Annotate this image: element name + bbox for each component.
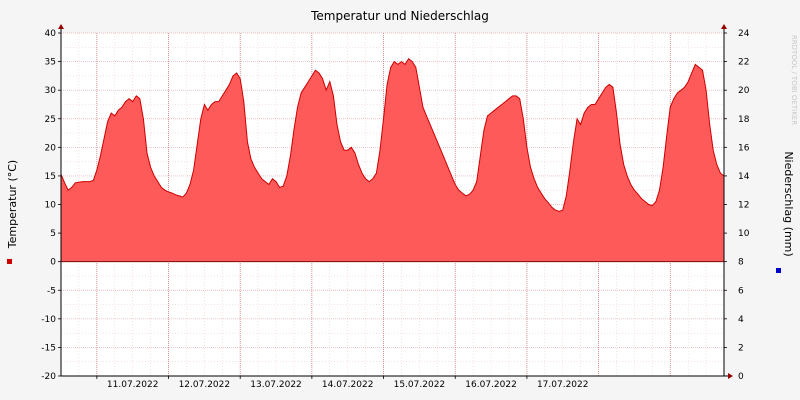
temperature-area: [61, 58, 724, 262]
y-tick-label-left: 25: [45, 115, 56, 125]
y-tick-label-left: 35: [45, 58, 56, 68]
x-tick-label: 11.07.2022: [107, 380, 159, 390]
y-tick-label-left: 20: [45, 143, 57, 153]
y-axis-right-arrow: [721, 24, 727, 29]
x-tick-label: 15.07.2022: [394, 380, 446, 390]
y-tick-label-right: 4: [738, 315, 744, 325]
y-axis-left-arrow: [58, 24, 64, 29]
y-tick-label-right: 20: [738, 86, 750, 96]
y-tick-label-right: 22: [738, 58, 749, 68]
x-tick-label: 13.07.2022: [250, 380, 302, 390]
y-tick-label-left: -10: [41, 315, 56, 325]
y-tick-label-left: 0: [50, 258, 56, 268]
y-tick-label-right: 12: [738, 201, 749, 211]
x-axis-ticks: 11.07.2022 12.07.2022 13.07.2022 14.07.2022…: [96, 376, 589, 390]
chart-title: Temperatur und Niederschlag: [310, 9, 489, 23]
y-tick-label-left: 5: [50, 229, 56, 239]
x-tick-label: 16.07.2022: [465, 380, 517, 390]
legend-marker-precipitation: [776, 268, 781, 273]
y-axis-ticks-left: 40 35 30 25 20 15 10 5 0 -5 -10 -15 -20: [41, 29, 61, 382]
watermark: RRDTOOL / TOBI OETIKER: [790, 35, 798, 125]
y-tick-label-left: -15: [41, 343, 56, 353]
x-tick-label: 12.07.2022: [179, 380, 231, 390]
legend-marker-temperature: [7, 259, 12, 264]
y-tick-label-left: 40: [45, 29, 57, 39]
y-tick-label-right: 24: [738, 29, 750, 39]
series-layer: [60, 57, 725, 262]
y-tick-label-left: -20: [41, 372, 56, 382]
y-tick-label-right: 0: [738, 372, 744, 382]
y-tick-label-right: 8: [738, 258, 744, 268]
y-tick-label-right: 18: [738, 115, 750, 125]
x-tick-label: 17.07.2022: [537, 380, 589, 390]
y-tick-label-right: 16: [738, 143, 750, 153]
y-tick-label-left: 10: [45, 201, 57, 211]
y-tick-label-left: 30: [45, 86, 57, 96]
y-tick-label-right: 14: [738, 172, 750, 182]
x-tick-label: 14.07.2022: [322, 380, 374, 390]
y-tick-label-left: -5: [47, 286, 56, 296]
y-axis-label-left: Temperatur (°C): [6, 160, 19, 249]
y-tick-label-right: 10: [738, 229, 750, 239]
y-tick-label-right: 6: [738, 286, 744, 296]
y-tick-label-right: 2: [738, 343, 744, 353]
y-axis-label-right: Niederschlag (mm): [782, 151, 795, 256]
y-tick-label-left: 15: [45, 172, 56, 182]
x-axis-arrow: [728, 373, 733, 379]
temperature-line: [60, 57, 725, 212]
axes-layer: [58, 24, 733, 379]
